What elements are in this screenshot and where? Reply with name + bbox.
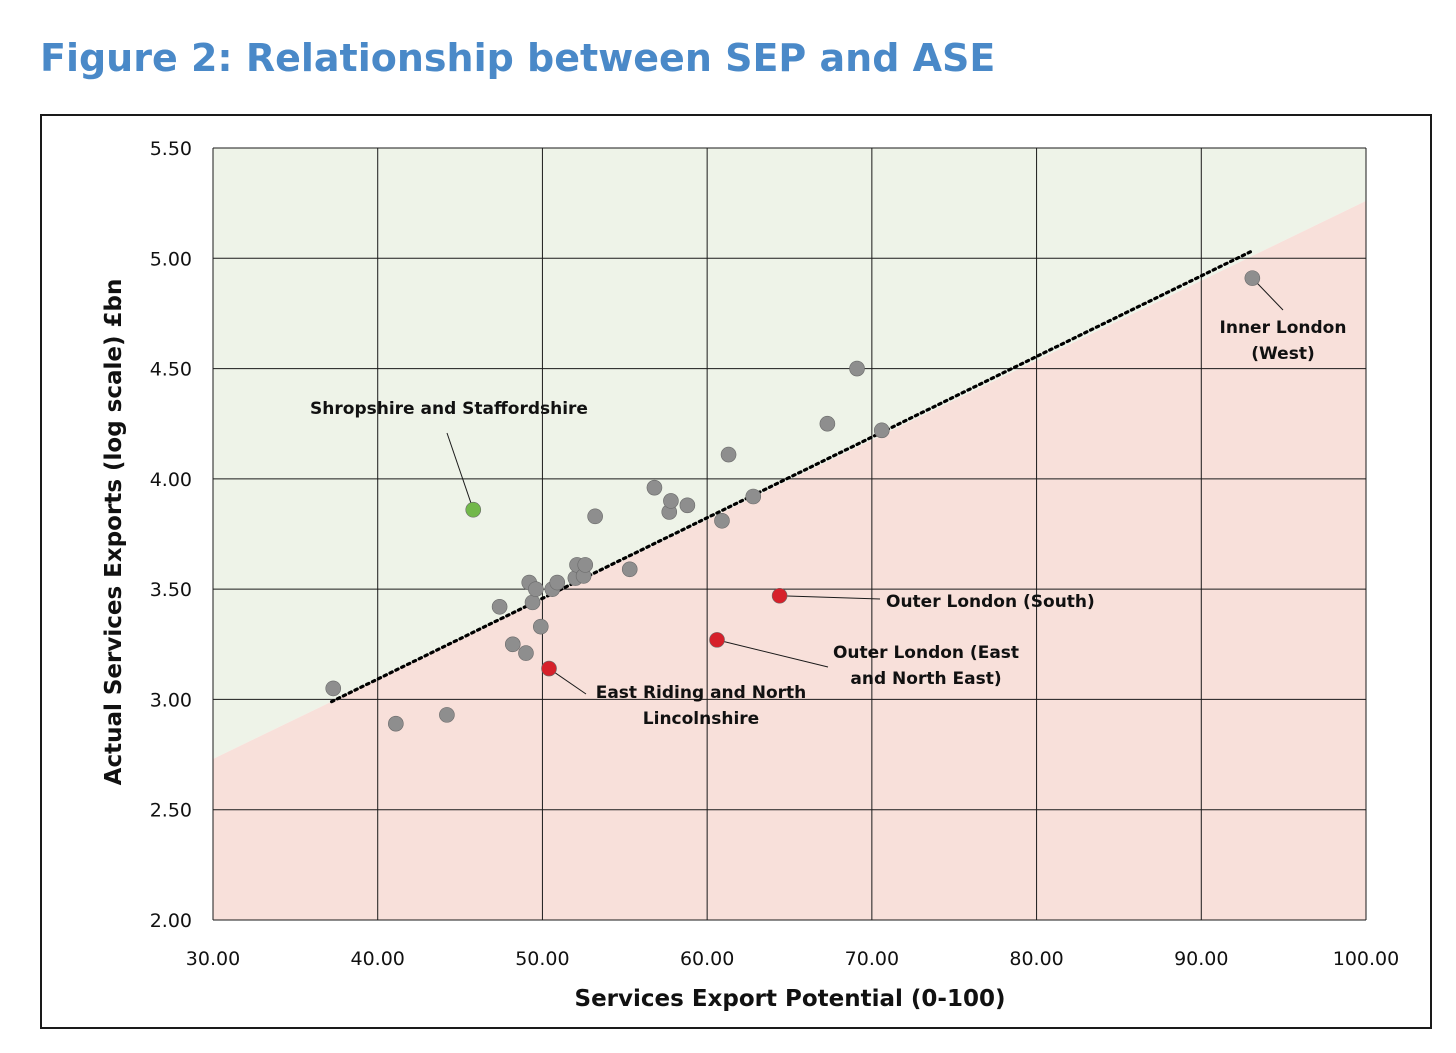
y-tick-label: 3.00 [150, 689, 192, 711]
annotations: Inner London (West) Shropshire and Staffor… [310, 318, 1346, 729]
annotation-line: Outer London (East [833, 643, 1019, 663]
y-tick-label: 4.50 [150, 359, 192, 381]
x-tick-label: 40.00 [351, 948, 405, 970]
data-point [587, 508, 603, 525]
highlighted-data-point [465, 501, 482, 518]
data-point [621, 561, 638, 578]
annotation-label: Outer London (East and North East) [833, 643, 1019, 689]
data-points [325, 270, 1261, 732]
y-tick-label: 2.00 [150, 910, 192, 932]
gridlines [212, 147, 1367, 921]
x-tick-labels: 30.00 40.00 50.00 60.00 70.00 80.00 90.00 100.0… [186, 948, 1399, 970]
trendline-dotted [329, 250, 1253, 704]
data-point [745, 488, 762, 505]
y-tick-label: 3.50 [150, 579, 192, 601]
chart-frame [40, 114, 1432, 1029]
x-axis-title: Services Export Potential (0-100) [575, 986, 1006, 1012]
data-point [679, 497, 696, 514]
annotation-line: Outer London (South) [886, 592, 1095, 612]
trendline [329, 250, 1253, 704]
annotation-leaders [446, 277, 1284, 695]
x-tick-label: 50.00 [515, 948, 569, 970]
annotation-label: East Riding and North Lincolnshire [596, 683, 807, 729]
y-tick-label: 2.50 [150, 800, 192, 822]
annotation-line: East Riding and North [596, 683, 807, 703]
data-point [388, 715, 404, 732]
data-point [663, 493, 679, 509]
annotation-line: Lincolnshire [643, 709, 759, 729]
data-point [524, 594, 541, 611]
y-tick-label: 5.00 [150, 248, 192, 270]
annotation-leader-line [779, 595, 881, 600]
x-tick-label: 70.00 [845, 948, 899, 970]
annotation-line: and North East) [850, 669, 1001, 689]
data-point [1244, 270, 1261, 286]
data-point [819, 415, 836, 432]
x-tick-label: 100.00 [1333, 948, 1399, 970]
x-tick-label: 60.00 [680, 948, 734, 970]
annotation-label: Outer London (South) [886, 592, 1095, 612]
data-point [577, 557, 594, 573]
y-tick-label: 4.00 [150, 469, 192, 491]
annotation-label: Inner London (West) [1220, 318, 1347, 364]
highlighted-data-point [709, 632, 725, 648]
annotation-leader-line [446, 432, 474, 510]
annotation-line: Shropshire and Staffordshire [310, 399, 588, 419]
y-tick-labels: 2.00 2.50 3.00 3.50 4.00 4.50 5.00 5.50 [150, 138, 192, 932]
data-point [504, 636, 521, 653]
data-point [439, 707, 455, 723]
y-axis-title: Actual Services Exports (log scale) £bn [101, 279, 127, 786]
x-tick-label: 90.00 [1174, 948, 1228, 970]
region-below-expected [213, 200, 1366, 921]
annotation-line: Inner London [1220, 318, 1347, 338]
annotation-leader-line [716, 639, 829, 668]
data-point [646, 479, 663, 496]
figure-title: Figure 2: Relationship between SEP and A… [40, 36, 996, 80]
data-point [528, 581, 544, 597]
data-point [532, 618, 549, 635]
data-point [491, 598, 508, 615]
x-tick-label: 30.00 [186, 948, 240, 970]
data-point [549, 574, 566, 591]
data-point [518, 645, 534, 661]
y-tick-label: 5.50 [150, 138, 192, 160]
data-point [849, 360, 865, 377]
data-point [720, 446, 737, 463]
background-regions [213, 148, 1366, 921]
annotation-line: (West) [1251, 344, 1314, 364]
highlighted-data-point [541, 660, 557, 677]
highlighted-data-point [771, 587, 788, 604]
data-point [873, 422, 890, 439]
x-tick-label: 80.00 [1009, 948, 1063, 970]
data-point [714, 512, 730, 529]
annotation-label: Shropshire and Staffordshire [310, 399, 588, 419]
data-point [325, 680, 342, 697]
